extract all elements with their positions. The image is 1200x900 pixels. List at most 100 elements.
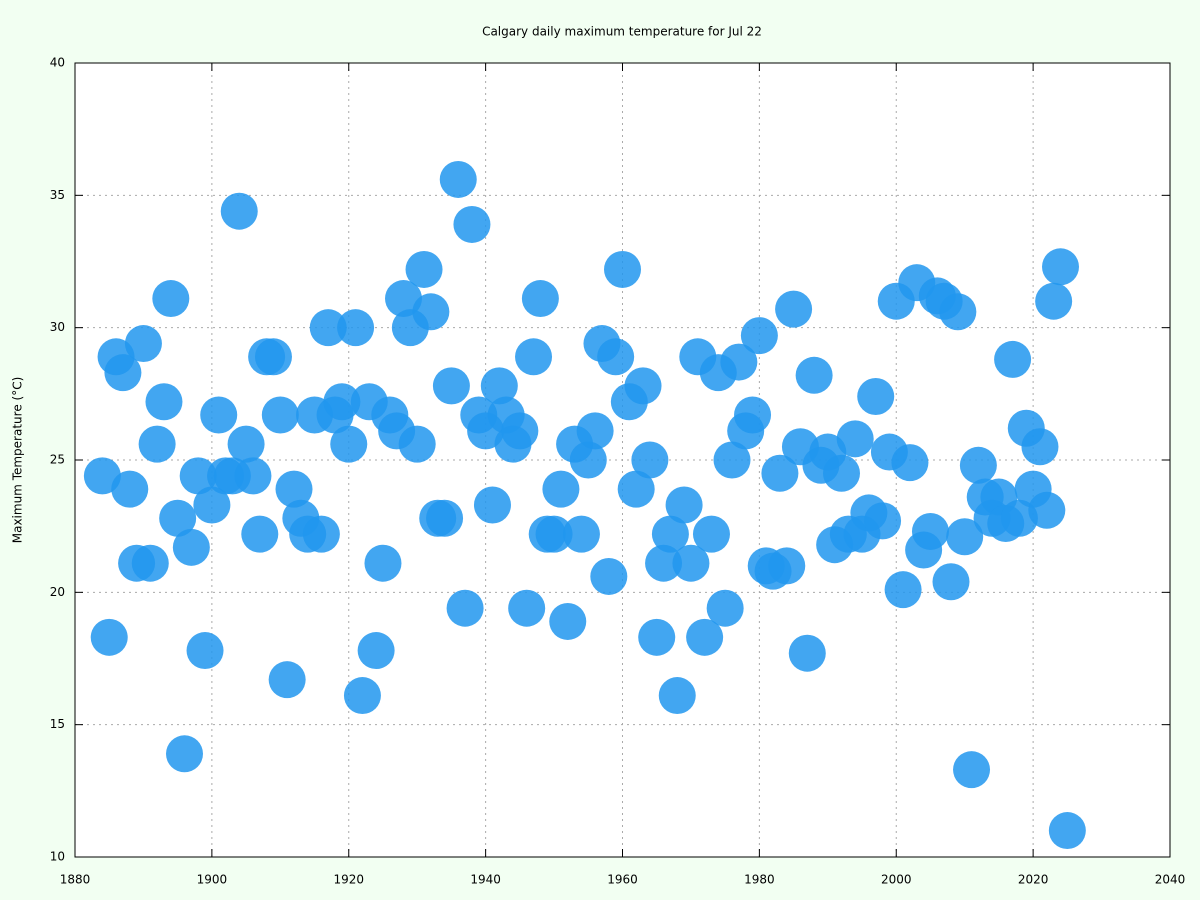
y-tick-label: 25 xyxy=(50,453,65,467)
point xyxy=(90,618,128,656)
point xyxy=(241,515,279,553)
point xyxy=(549,602,587,640)
point xyxy=(473,486,511,524)
point xyxy=(617,470,655,508)
point xyxy=(665,486,703,524)
point xyxy=(302,515,340,553)
x-tick-label: 2020 xyxy=(1018,873,1049,887)
point xyxy=(309,309,347,347)
point xyxy=(131,544,169,582)
y-tick-label: 15 xyxy=(50,717,65,731)
point xyxy=(446,589,484,627)
point xyxy=(453,205,491,243)
y-tick-label: 10 xyxy=(50,850,65,864)
point xyxy=(138,425,176,463)
x-tick-label: 2040 xyxy=(1155,873,1186,887)
point xyxy=(1035,282,1073,320)
point xyxy=(857,377,895,415)
point xyxy=(405,250,443,288)
point xyxy=(186,632,224,670)
x-tick-label: 1880 xyxy=(60,873,91,887)
point xyxy=(624,367,662,405)
y-tick-label: 40 xyxy=(50,56,65,70)
point xyxy=(166,735,203,773)
point xyxy=(480,367,518,405)
point xyxy=(795,356,833,394)
point xyxy=(515,338,553,376)
point xyxy=(200,396,238,434)
point xyxy=(775,290,813,328)
x-tick-label: 1900 xyxy=(197,873,228,887)
point xyxy=(823,454,860,492)
point xyxy=(330,425,368,463)
point xyxy=(692,515,730,553)
point xyxy=(836,420,874,458)
point xyxy=(672,544,710,582)
point xyxy=(911,512,949,550)
point xyxy=(172,528,210,566)
point xyxy=(706,589,744,627)
point xyxy=(788,634,826,672)
point xyxy=(542,470,580,508)
point xyxy=(884,571,922,609)
x-tick-label: 1920 xyxy=(333,873,364,887)
point xyxy=(569,441,607,479)
point xyxy=(1042,248,1079,286)
point xyxy=(268,661,306,699)
y-tick-label: 35 xyxy=(50,188,65,202)
point xyxy=(193,486,231,524)
point xyxy=(734,396,772,434)
point xyxy=(768,547,806,585)
x-tick-label: 1960 xyxy=(607,873,638,887)
point xyxy=(412,293,450,331)
x-tick-label: 2000 xyxy=(881,873,912,887)
point xyxy=(234,457,272,495)
point xyxy=(357,632,395,670)
point xyxy=(1021,428,1059,466)
point xyxy=(521,280,559,318)
point xyxy=(343,677,381,715)
point xyxy=(939,293,977,331)
point xyxy=(508,589,546,627)
point xyxy=(275,470,313,508)
point xyxy=(1028,491,1066,529)
point xyxy=(83,457,121,495)
point xyxy=(111,470,149,508)
point xyxy=(562,515,600,553)
point xyxy=(651,515,689,553)
point xyxy=(179,457,217,495)
point xyxy=(501,412,539,450)
point xyxy=(994,340,1032,378)
point xyxy=(385,280,422,318)
point xyxy=(104,354,142,392)
point xyxy=(953,751,991,789)
point xyxy=(426,499,464,537)
point xyxy=(145,383,183,421)
point xyxy=(946,518,984,556)
point xyxy=(740,317,778,355)
point xyxy=(261,396,299,434)
point xyxy=(1048,812,1086,850)
point xyxy=(720,343,758,381)
y-tick-label: 20 xyxy=(50,585,65,599)
point xyxy=(631,441,669,479)
point xyxy=(638,618,676,656)
point xyxy=(227,425,265,463)
point xyxy=(220,192,258,230)
point xyxy=(124,325,162,363)
point xyxy=(932,563,970,601)
point xyxy=(439,160,477,198)
y-tick-label: 30 xyxy=(50,320,65,334)
point xyxy=(337,309,375,347)
point xyxy=(576,412,614,450)
point xyxy=(864,502,902,540)
point xyxy=(398,425,436,463)
point xyxy=(713,441,751,479)
point xyxy=(686,618,724,656)
y-axis-label: Maximum Temperature (°C) xyxy=(11,377,25,544)
point xyxy=(891,444,929,482)
point xyxy=(761,454,799,492)
point xyxy=(535,515,573,553)
point xyxy=(152,280,190,318)
